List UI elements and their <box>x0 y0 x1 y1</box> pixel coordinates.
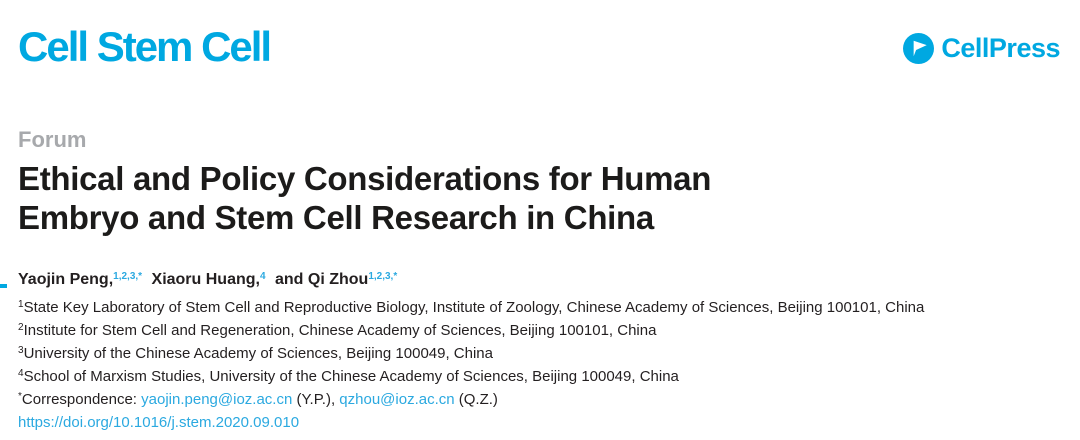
margin-marker <box>0 284 7 288</box>
affiliation-line-1: 1State Key Laboratory of Stem Cell and R… <box>18 297 1062 320</box>
masthead: Cell Stem Cell CellPress <box>18 24 1062 70</box>
author-3: and Qi Zhou1,2,3,* <box>275 271 397 288</box>
affiliation-1-text: State Key Laboratory of Stem Cell and Re… <box>23 299 925 316</box>
author-2-superscript: 4 <box>259 271 266 282</box>
journal-logo: Cell Stem Cell <box>18 23 272 70</box>
doi-link[interactable]: https://doi.org/10.1016/j.stem.2020.09.0… <box>18 414 300 431</box>
correspondence-label: Correspondence: <box>21 391 137 408</box>
affiliation-line-3: 3University of the Chinese Academy of Sc… <box>18 343 1062 366</box>
correspondence-email-2[interactable]: qzhou@ioz.ac.cn <box>339 391 455 408</box>
correspondence-asterisk: * <box>18 391 22 402</box>
author-1: Yaojin Peng,1,2,3,* <box>18 271 142 288</box>
author-2-name: Xiaoru Huang, <box>151 271 260 288</box>
section-label: Forum <box>18 127 87 152</box>
author-3-name: and Qi Zhou <box>274 271 369 288</box>
affiliation-3-superscript: 3 <box>18 345 24 356</box>
author-1-superscript: 1,2,3,* <box>113 271 143 282</box>
author-2: Xiaoru Huang,4 <box>152 271 266 288</box>
affiliation-line-2: 2Institute for Stem Cell and Regeneratio… <box>18 320 1062 343</box>
affiliation-4-text: School of Marxism Studies, University of… <box>23 368 679 385</box>
article-title: Ethical and Policy Considerations for Hu… <box>18 160 712 236</box>
author-line: Yaojin Peng,1,2,3,* Xiaoru Huang,4 and Q… <box>18 270 1062 291</box>
cellpress-logo: CellPress <box>903 33 1060 64</box>
doi-line: https://doi.org/10.1016/j.stem.2020.09.0… <box>18 412 1062 433</box>
cellpress-icon <box>903 33 935 64</box>
cellpress-logo-text: CellPress <box>941 33 1060 63</box>
affiliations-block: 1State Key Laboratory of Stem Cell and R… <box>18 297 1062 433</box>
affiliation-line-4: 4School of Marxism Studies, University o… <box>18 366 1062 389</box>
affiliation-2-text: Institute for Stem Cell and Regeneration… <box>23 322 657 339</box>
author-1-name: Yaojin Peng, <box>18 271 114 288</box>
correspondence-initials-1: (Y.P.), <box>296 391 336 408</box>
affiliation-4-superscript: 4 <box>18 368 24 379</box>
correspondence-line: *Correspondence: yaojin.peng@ioz.ac.cn (… <box>18 389 1062 412</box>
author-3-superscript: 1,2,3,* <box>368 271 398 282</box>
affiliation-1-superscript: 1 <box>18 299 24 310</box>
correspondence-email-1[interactable]: yaojin.peng@ioz.ac.cn <box>141 391 293 408</box>
correspondence-initials-2: (Q.Z.) <box>458 391 498 408</box>
affiliation-2-superscript: 2 <box>18 322 24 333</box>
affiliation-3-text: University of the Chinese Academy of Sci… <box>23 345 493 362</box>
